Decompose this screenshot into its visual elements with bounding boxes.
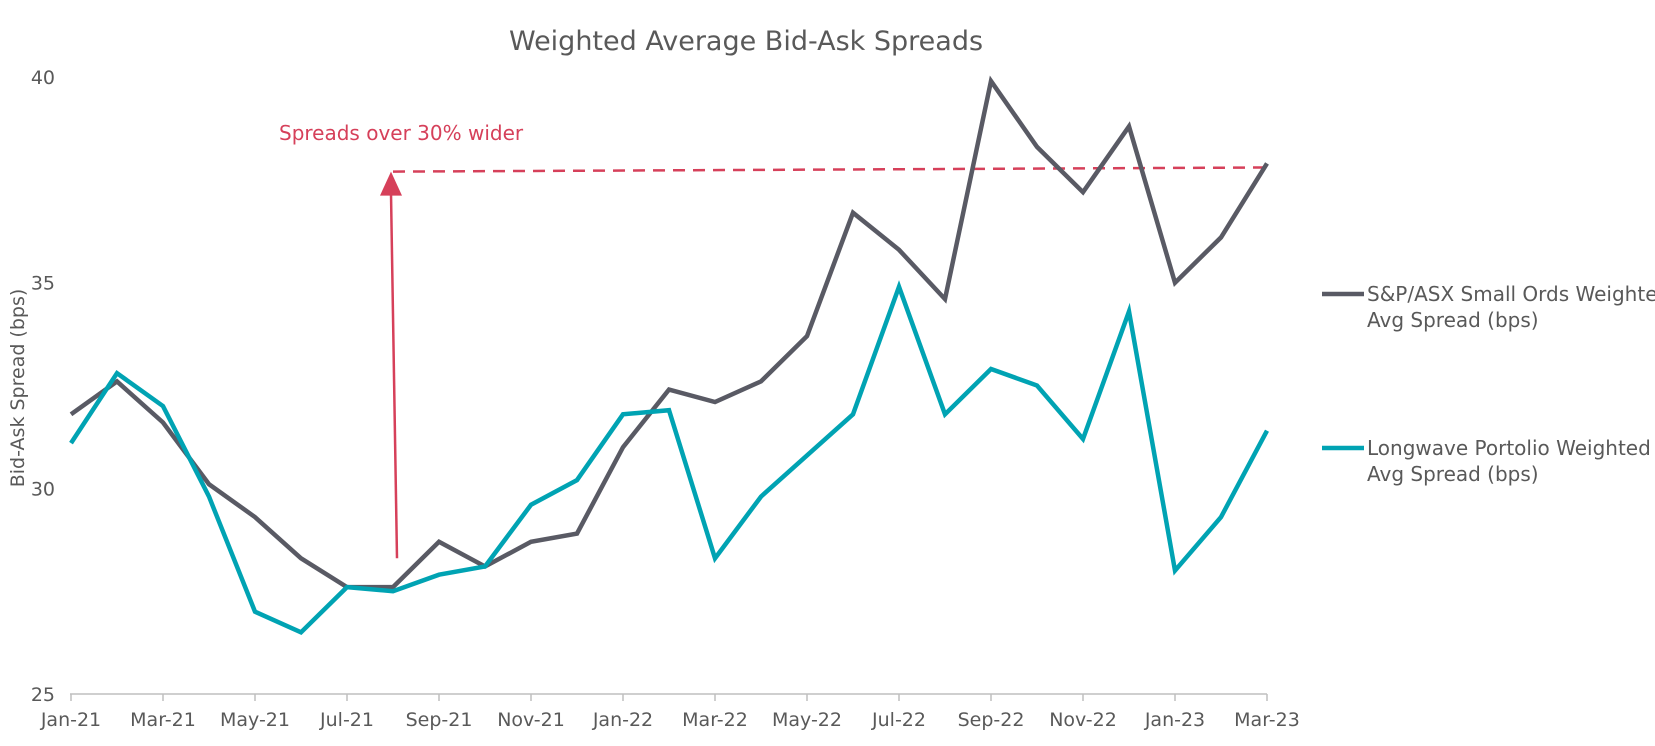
x-tick-label: May-21 — [220, 709, 290, 731]
data-point — [163, 422, 164, 423]
data-point — [209, 496, 210, 497]
legend-label: Avg Spread (bps) — [1367, 308, 1539, 332]
data-point — [807, 336, 808, 337]
data-point — [577, 480, 578, 481]
x-tick-label: Mar-22 — [682, 709, 748, 731]
data-point — [1129, 311, 1130, 312]
data-point — [945, 414, 946, 415]
data-point — [853, 212, 854, 213]
x-tick-label: May-22 — [772, 709, 842, 731]
x-tick-label: Jan-23 — [1144, 709, 1205, 731]
y-tick-labels: 25 30 35 40 — [31, 67, 55, 706]
x-tick-label: Jan-21 — [40, 709, 101, 731]
data-point — [715, 401, 716, 402]
series-lines — [69, 75, 1269, 635]
x-tick-label: Jan-22 — [592, 709, 653, 731]
x-tick-label: Nov-21 — [497, 709, 565, 731]
data-point — [393, 591, 394, 592]
annotation-dashed-line — [392, 166, 1268, 173]
legend-label: Avg Spread (bps) — [1367, 462, 1539, 486]
y-tick-label: 35 — [31, 273, 55, 295]
data-point — [669, 410, 670, 411]
data-point — [301, 558, 302, 559]
x-tick-labels: Jan-21 Mar-21 May-21 Jul-21 Sep-21 Nov-21 Jan-… — [40, 694, 1300, 731]
data-point — [439, 541, 440, 542]
data-point — [899, 286, 900, 287]
data-point — [715, 558, 716, 559]
data-point — [531, 504, 532, 505]
data-point — [439, 574, 440, 575]
data-point — [1129, 126, 1130, 127]
data-point — [623, 447, 624, 448]
data-point — [623, 414, 624, 415]
data-point — [761, 381, 762, 382]
data-point — [255, 611, 256, 612]
x-tick-label: Sep-21 — [406, 709, 473, 731]
data-point — [117, 381, 118, 382]
data-point — [853, 414, 854, 415]
data-point — [485, 566, 486, 567]
chart-title: Weighted Average Bid-Ask Spreads — [509, 26, 983, 57]
data-point — [577, 533, 578, 534]
data-point — [1083, 192, 1084, 193]
series-line-longwave — [69, 280, 1269, 635]
x-tick-label: Nov-22 — [1049, 709, 1117, 731]
data-point — [209, 484, 210, 485]
data-point — [1037, 385, 1038, 386]
data-point — [761, 496, 762, 497]
data-point — [945, 299, 946, 300]
x-tick-label: Mar-23 — [1234, 709, 1300, 731]
data-point — [669, 389, 670, 390]
data-point — [807, 455, 808, 456]
y-tick-label: 30 — [31, 478, 55, 500]
data-point — [991, 81, 992, 82]
data-point — [71, 414, 72, 415]
x-tick-label: Sep-22 — [958, 709, 1025, 731]
annotation-group: Spreads over 30% wider — [279, 121, 1268, 559]
annotation-arrow-head — [380, 171, 402, 196]
data-point — [899, 249, 900, 250]
y-tick-label: 25 — [31, 684, 55, 706]
data-point — [301, 632, 302, 633]
y-axis-label: Bid-Ask Spread (bps) — [7, 289, 29, 488]
series-line-small-ords — [69, 75, 1269, 590]
data-point — [1267, 430, 1268, 431]
annotation-arrow-shaft — [389, 193, 399, 559]
data-point — [71, 443, 72, 444]
data-point — [1267, 163, 1268, 164]
data-point — [1083, 438, 1084, 439]
data-point — [347, 587, 348, 588]
data-point — [255, 517, 256, 518]
y-tick-label: 40 — [31, 67, 55, 89]
x-tick-label: Mar-21 — [130, 709, 196, 731]
data-point — [531, 541, 532, 542]
data-point — [1221, 237, 1222, 238]
annotation-text: Spreads over 30% wider — [279, 121, 524, 145]
x-tick-label: Jul-21 — [319, 709, 374, 731]
x-tick-label: Jul-22 — [871, 709, 926, 731]
data-point — [1175, 570, 1176, 571]
data-point — [1175, 282, 1176, 283]
data-point — [991, 369, 992, 370]
data-point — [393, 587, 394, 588]
legend-label: Longwave Portolio Weighted — [1367, 436, 1651, 460]
data-point — [1221, 517, 1222, 518]
data-point — [163, 406, 164, 407]
legend-label: S&P/ASX Small Ords Weighted — [1367, 282, 1655, 306]
data-point — [1037, 146, 1038, 147]
data-point — [117, 373, 118, 374]
